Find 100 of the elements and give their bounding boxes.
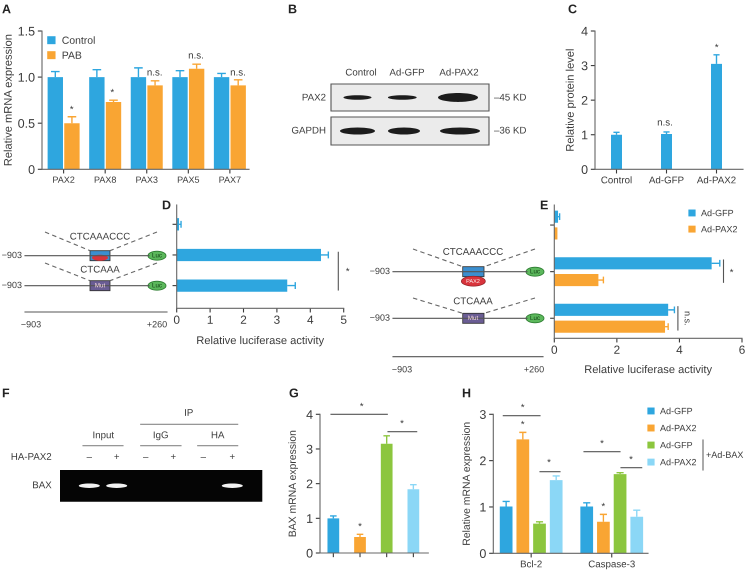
bar xyxy=(106,102,122,170)
y-tick-label: 0 xyxy=(306,548,313,558)
legend-label: Ad-GFP xyxy=(660,442,692,448)
text: CTCAAA xyxy=(80,266,120,273)
text: + xyxy=(170,454,176,459)
annotation: * xyxy=(547,458,551,462)
text: + xyxy=(230,454,235,459)
y-tick-label: 3 xyxy=(582,61,588,70)
x-tick-label: 1 xyxy=(208,316,213,324)
x-tick-label: 4 xyxy=(676,346,682,354)
bar xyxy=(147,85,163,170)
chart-title: C xyxy=(568,4,577,14)
text: F xyxy=(2,388,10,398)
text: BAX xyxy=(33,482,52,488)
text: HA-PAX2 xyxy=(12,453,52,460)
x-tick-label: 2 xyxy=(240,316,246,324)
chart-title: G xyxy=(290,388,298,398)
text: * xyxy=(520,404,524,408)
text: Control xyxy=(346,68,376,76)
bar xyxy=(661,134,672,170)
text: CTCAAACCC xyxy=(443,248,503,255)
x-tick-label: PAX2 xyxy=(53,176,74,183)
bar xyxy=(611,134,622,170)
annotation: n.s. xyxy=(658,120,672,126)
bar xyxy=(580,506,594,554)
x-tick-label: 0 xyxy=(174,316,180,324)
y-tick-label: 0 xyxy=(582,165,588,174)
text: Ad-PAX2 xyxy=(439,68,478,76)
chart-title: H xyxy=(462,388,470,398)
text: Input xyxy=(93,432,114,440)
legend-label: Control xyxy=(62,36,95,44)
x-tick-label: 3 xyxy=(274,316,280,324)
y-tick-label: 4 xyxy=(581,26,588,36)
y-tick-label: 2 xyxy=(480,456,486,466)
text: IP xyxy=(185,409,193,416)
x-tick-label: Ad-GFP xyxy=(648,176,684,184)
text: – xyxy=(142,457,148,458)
annotation: * xyxy=(520,420,524,424)
annotation: n.s. xyxy=(148,70,162,76)
text: CTCAAACCC xyxy=(70,232,130,240)
bar xyxy=(554,320,666,333)
bar xyxy=(533,524,546,554)
y-tick-label: 2 xyxy=(582,96,588,105)
annotation: n.s. xyxy=(684,312,690,325)
text: −903 xyxy=(2,252,22,258)
annotation: * xyxy=(629,456,633,460)
annotation: n.s. xyxy=(230,70,245,76)
legend-label: Ad-GFP xyxy=(701,210,734,216)
bar xyxy=(407,489,420,553)
text: PAX2 xyxy=(302,94,326,101)
x-tick-label: PAX3 xyxy=(136,176,158,183)
annotation: * xyxy=(358,522,362,526)
y-axis-title: Relative protein level xyxy=(566,49,576,151)
y-tick-label: 3 xyxy=(306,444,313,454)
legend-label: PAB xyxy=(62,52,82,59)
text: −903 xyxy=(21,321,41,328)
y-tick-label: 1 xyxy=(480,502,486,512)
x-axis-title: Relative luciferase activity xyxy=(197,336,324,346)
text: –36 KD xyxy=(494,126,526,134)
legend-label: Ad-PAX2 xyxy=(660,458,696,466)
x-tick-label: PAX5 xyxy=(178,176,200,183)
legend-label: Ad-GFP xyxy=(660,408,692,414)
y-tick-label: 0.5 xyxy=(18,119,35,128)
x-tick-label: Ad-PAX2 xyxy=(696,176,736,184)
text: −903 xyxy=(2,282,22,288)
y-axis-title: Relative mRNA expression xyxy=(462,422,472,545)
bar xyxy=(554,274,598,286)
annotation: * xyxy=(110,88,114,92)
y-tick-label: 0 xyxy=(480,549,486,558)
x-tick-label: PAX8 xyxy=(94,176,116,183)
y-tick-label: 0 xyxy=(28,165,35,174)
bar xyxy=(327,518,340,553)
text: B xyxy=(288,4,296,14)
text: Ad-GFP xyxy=(389,68,424,76)
text: −903 xyxy=(370,314,390,321)
y-tick-label: 4 xyxy=(306,410,313,419)
chart-title: E xyxy=(540,200,548,210)
y-tick-label: 1 xyxy=(307,514,312,523)
text: +260 xyxy=(147,321,167,328)
text: + xyxy=(114,454,120,459)
x-tick-label: 2 xyxy=(614,346,620,354)
text: –45 KD xyxy=(494,94,526,101)
text: * xyxy=(346,268,350,272)
y-tick-label: 1.0 xyxy=(18,72,35,82)
x-axis-title: Relative luciferase activity xyxy=(585,365,712,376)
annotation: n.s. xyxy=(188,53,203,59)
text: – xyxy=(86,457,92,458)
y-tick-label: 1 xyxy=(582,130,588,140)
x-tick-label: 5 xyxy=(340,316,346,324)
annotation: * xyxy=(70,106,74,110)
chart-title: D xyxy=(162,200,170,210)
y-tick-label: 3 xyxy=(480,410,486,419)
text: −903 xyxy=(370,268,390,274)
legend-label: Ad-PAX2 xyxy=(701,226,738,232)
x-tick-label: 6 xyxy=(739,346,745,354)
text: +260 xyxy=(524,366,544,372)
y-axis-title: BAX mRNA expression xyxy=(288,430,298,536)
text: CTCAAA xyxy=(454,297,493,304)
legend-label: Ad-PAX2 xyxy=(660,424,696,432)
bar xyxy=(550,480,563,554)
